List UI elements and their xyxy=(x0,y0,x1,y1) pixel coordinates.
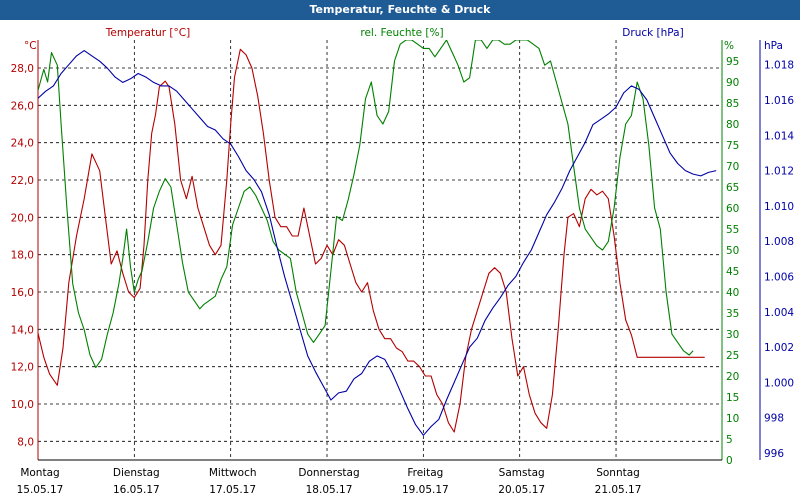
x-axis-ticks: Montag 15.05.17 Dienstag 16.05.17 Mittwoch 17… xyxy=(17,467,642,496)
humidity-axis-title: rel. Feuchte [%] xyxy=(360,27,443,39)
series-line-pressure xyxy=(38,50,717,436)
pressure-tick-label: 1.018 xyxy=(764,60,794,72)
window-title: Temperatur, Feuchte & Druck xyxy=(0,0,800,20)
humidity-tick-label: 0 xyxy=(726,455,733,467)
x-tick-date: 19.05.17 xyxy=(402,484,449,496)
humidity-unit: % xyxy=(724,40,734,52)
humidity-tick-label: 5 xyxy=(726,434,733,446)
temperature-tick-label: 14,0 xyxy=(11,324,34,336)
humidity-tick-label: 15 xyxy=(726,392,739,404)
pressure-axis-title: Druck [hPa] xyxy=(622,27,683,39)
x-tick-day: Montag xyxy=(20,467,59,479)
humidity-ticks: 0 5 10 15 20 25 30 35 40 45 50 55 60 65 70 75 80 85 90 95 xyxy=(726,56,739,467)
x-tick-date: 21.05.17 xyxy=(595,484,642,496)
temperature-tick-label: 10,0 xyxy=(11,399,34,411)
series-line-humidity xyxy=(38,40,694,369)
temperature-tick-label: 26,0 xyxy=(11,100,34,112)
humidity-tick-label: 25 xyxy=(726,350,739,362)
x-tick-day: Sonntag xyxy=(596,467,640,479)
x-tick-day: Freitag xyxy=(407,467,443,479)
humidity-tick-label: 65 xyxy=(726,182,739,194)
series-lines xyxy=(38,40,717,436)
humidity-tick-label: 10 xyxy=(726,413,739,425)
x-tick-date: 20.05.17 xyxy=(498,484,545,496)
temperature-tick-label: 12,0 xyxy=(11,362,34,374)
x-tick-date: 16.05.17 xyxy=(113,484,160,496)
humidity-tick-label: 75 xyxy=(726,140,739,152)
humidity-tick-label: 45 xyxy=(726,266,739,278)
x-tick-day: Dienstag xyxy=(113,467,160,479)
temperature-tick-label: 24,0 xyxy=(11,138,34,150)
pressure-tick-label: 1.002 xyxy=(764,342,794,354)
pressure-tick-label: 998 xyxy=(764,413,784,425)
humidity-tick-label: 70 xyxy=(726,161,739,173)
temperature-ticks: 8,0 10,0 12,0 14,0 16,0 18,0 20,0 22,0 24,0 26,0 2… xyxy=(11,63,34,448)
weather-chart: Temperatur [°C] rel. Feuchte [%] Druck [… xyxy=(0,20,800,500)
pressure-tick-label: 1.014 xyxy=(764,130,794,142)
humidity-tick-label: 35 xyxy=(726,308,739,320)
humidity-tick-label: 80 xyxy=(726,119,739,131)
pressure-tick-label: 1.016 xyxy=(764,95,794,107)
x-tick-date: 18.05.17 xyxy=(306,484,353,496)
humidity-tick-label: 50 xyxy=(726,245,739,257)
humidity-tick-label: 30 xyxy=(726,329,739,341)
humidity-tick-label: 60 xyxy=(726,203,739,215)
pressure-tick-label: 1.008 xyxy=(764,236,794,248)
x-tick-day: Samstag xyxy=(499,467,545,479)
pressure-tick-label: 1.010 xyxy=(764,201,794,213)
pressure-tick-label: 1.000 xyxy=(764,377,794,389)
x-tick-date: 17.05.17 xyxy=(209,484,256,496)
pressure-tick-label: 1.012 xyxy=(764,166,794,178)
temperature-unit: °C xyxy=(24,40,37,52)
plot-area xyxy=(38,40,722,460)
temperature-tick-label: 20,0 xyxy=(11,212,34,224)
temperature-tick-label: 16,0 xyxy=(11,287,34,299)
temperature-tick-label: 18,0 xyxy=(11,250,34,262)
humidity-tick-label: 40 xyxy=(726,287,739,299)
axes xyxy=(37,40,761,461)
humidity-tick-label: 55 xyxy=(726,224,739,236)
humidity-tick-label: 90 xyxy=(726,77,739,89)
x-tick-date: 15.05.17 xyxy=(17,484,64,496)
temperature-tick-label: 28,0 xyxy=(11,63,34,75)
pressure-tick-label: 996 xyxy=(764,448,784,460)
temperature-tick-label: 22,0 xyxy=(11,175,34,187)
pressure-unit: hPa xyxy=(764,40,783,52)
series-line-temperature xyxy=(38,48,705,433)
x-tick-day: Donnerstag xyxy=(298,467,359,479)
humidity-tick-label: 20 xyxy=(726,371,739,383)
humidity-tick-label: 95 xyxy=(726,56,739,68)
x-tick-day: Mittwoch xyxy=(209,467,257,479)
temperature-tick-label: 8,0 xyxy=(17,436,34,448)
pressure-ticks: 996 998 1.000 1.002 1.004 1.006 1.008 1.010 1.01… xyxy=(764,60,794,460)
pressure-tick-label: 1.006 xyxy=(764,271,794,283)
humidity-tick-label: 85 xyxy=(726,98,739,110)
temperature-axis-title: Temperatur [°C] xyxy=(105,27,190,39)
pressure-tick-label: 1.004 xyxy=(764,307,794,319)
